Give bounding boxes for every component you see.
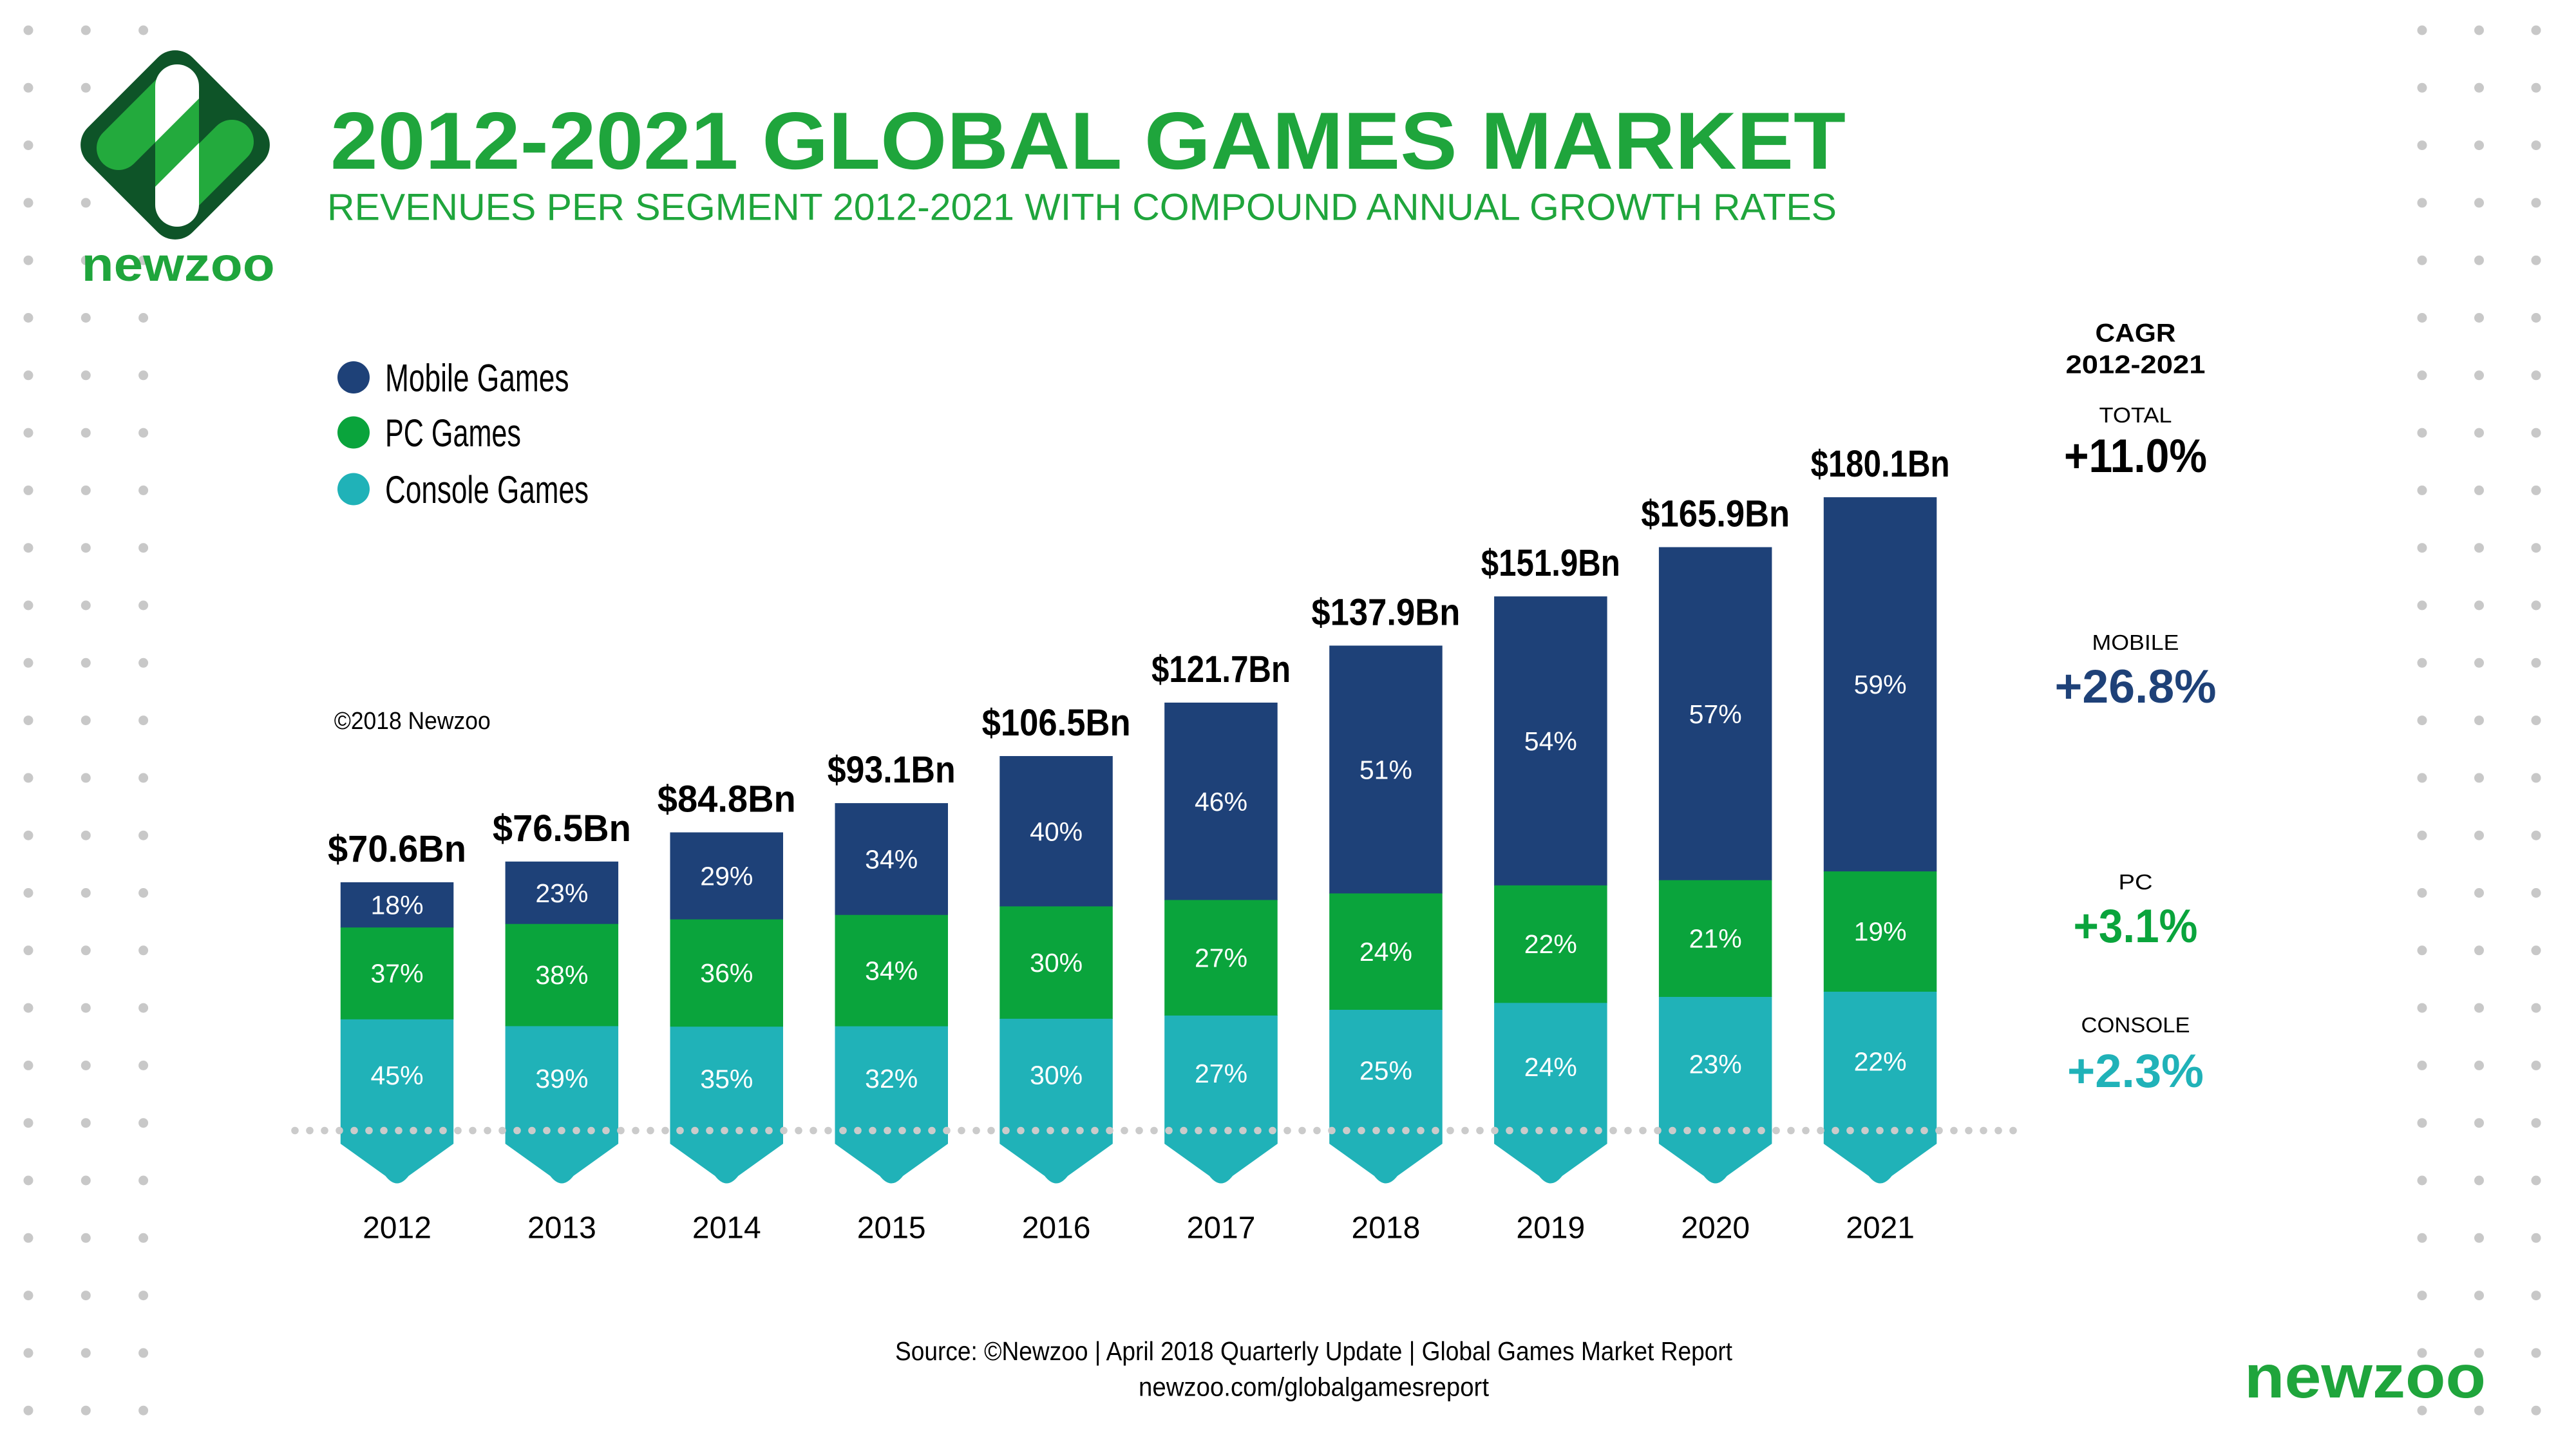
svg-text:37%: 37% (370, 959, 423, 989)
svg-text:2021: 2021 (1846, 1211, 1915, 1245)
svg-text:$165.9Bn: $165.9Bn (1641, 493, 1790, 535)
svg-text:+26.8%: +26.8% (2055, 661, 2217, 713)
svg-text:2016: 2016 (1022, 1211, 1091, 1245)
svg-text:+11.0%: +11.0% (2064, 430, 2207, 482)
svg-text:45%: 45% (370, 1061, 423, 1090)
svg-text:$84.8Bn: $84.8Bn (658, 778, 796, 820)
svg-text:2012: 2012 (363, 1211, 431, 1245)
svg-text:PC Games: PC Games (385, 412, 521, 455)
svg-text:Console Games: Console Games (385, 468, 589, 511)
svg-text:21%: 21% (1689, 924, 1742, 954)
svg-text:$121.7Bn: $121.7Bn (1151, 649, 1291, 690)
svg-text:25%: 25% (1359, 1056, 1412, 1085)
svg-text:54%: 54% (1524, 726, 1577, 756)
svg-text:$151.9Bn: $151.9Bn (1481, 542, 1620, 584)
svg-text:24%: 24% (1524, 1052, 1577, 1082)
svg-text:19%: 19% (1854, 917, 1907, 947)
svg-text:57%: 57% (1689, 699, 1742, 729)
svg-text:24%: 24% (1359, 937, 1412, 967)
svg-text:2014: 2014 (692, 1211, 761, 1245)
svg-text:PC: PC (2119, 870, 2153, 894)
svg-text:REVENUES PER SEGMENT 2012-2021: REVENUES PER SEGMENT 2012-2021 WITH COMP… (327, 187, 1837, 229)
svg-text:22%: 22% (1854, 1046, 1907, 1076)
svg-text:18%: 18% (370, 891, 423, 920)
svg-text:59%: 59% (1854, 670, 1907, 699)
svg-text:$137.9Bn: $137.9Bn (1311, 592, 1460, 634)
svg-text:TOTAL: TOTAL (2099, 403, 2172, 427)
svg-text:$180.1Bn: $180.1Bn (1811, 443, 1950, 485)
svg-text:46%: 46% (1195, 787, 1247, 817)
svg-text:2015: 2015 (857, 1211, 926, 1245)
svg-text:newzoo.com/globalgamesreport: newzoo.com/globalgamesreport (1139, 1372, 1489, 1402)
svg-text:$93.1Bn: $93.1Bn (828, 749, 956, 791)
svg-text:2017: 2017 (1187, 1211, 1256, 1245)
svg-text:2019: 2019 (1516, 1211, 1585, 1245)
svg-text:+2.3%: +2.3% (2067, 1045, 2204, 1097)
svg-text:29%: 29% (700, 862, 753, 891)
svg-text:CONSOLE: CONSOLE (2081, 1013, 2190, 1037)
svg-text:2012-2021: 2012-2021 (2066, 350, 2206, 379)
svg-text:Mobile Games: Mobile Games (385, 357, 569, 400)
svg-text:$76.5Bn: $76.5Bn (493, 808, 631, 849)
svg-text:2020: 2020 (1681, 1211, 1750, 1245)
svg-text:23%: 23% (535, 878, 588, 908)
svg-text:30%: 30% (1030, 948, 1083, 978)
svg-text:27%: 27% (1195, 1059, 1247, 1088)
svg-text:newzoo: newzoo (82, 238, 275, 291)
svg-text:36%: 36% (700, 958, 753, 988)
svg-text:40%: 40% (1030, 817, 1083, 846)
svg-text:23%: 23% (1689, 1049, 1742, 1079)
svg-text:34%: 34% (865, 956, 918, 985)
svg-text:2018: 2018 (1352, 1211, 1421, 1245)
svg-text:Source: ©Newzoo | April 2018 Q: Source: ©Newzoo | April 2018 Quarterly U… (895, 1336, 1732, 1366)
svg-text:$106.5Bn: $106.5Bn (982, 702, 1131, 744)
svg-text:$70.6Bn: $70.6Bn (328, 828, 466, 870)
svg-text:32%: 32% (865, 1064, 918, 1094)
svg-text:51%: 51% (1359, 755, 1412, 785)
svg-text:MOBILE: MOBILE (2092, 630, 2179, 654)
svg-text:CAGR: CAGR (2096, 319, 2176, 348)
svg-text:newzoo: newzoo (2244, 1343, 2486, 1411)
svg-text:2012-2021 GLOBAL GAMES MARKET: 2012-2021 GLOBAL GAMES MARKET (330, 95, 1846, 186)
svg-text:+3.1%: +3.1% (2074, 900, 2198, 952)
svg-text:35%: 35% (700, 1064, 753, 1094)
svg-text:34%: 34% (865, 845, 918, 875)
svg-text:©2018 Newzoo: ©2018 Newzoo (334, 708, 491, 735)
svg-text:38%: 38% (535, 960, 588, 990)
svg-text:30%: 30% (1030, 1060, 1083, 1090)
svg-text:22%: 22% (1524, 929, 1577, 959)
svg-text:39%: 39% (535, 1064, 588, 1094)
svg-text:2013: 2013 (527, 1211, 596, 1245)
svg-text:27%: 27% (1195, 943, 1247, 972)
